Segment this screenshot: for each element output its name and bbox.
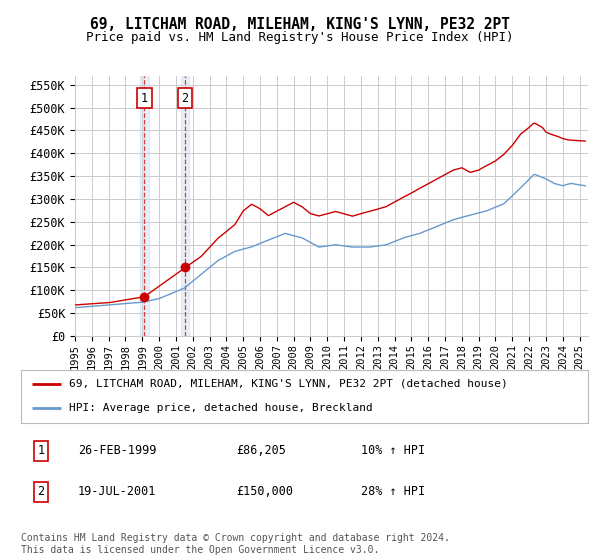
Text: 69, LITCHAM ROAD, MILEHAM, KING'S LYNN, PE32 2PT: 69, LITCHAM ROAD, MILEHAM, KING'S LYNN, … [90,17,510,32]
Text: £150,000: £150,000 [236,486,293,498]
Text: Price paid vs. HM Land Registry's House Price Index (HPI): Price paid vs. HM Land Registry's House … [86,31,514,44]
Text: 1: 1 [37,444,44,458]
Text: 1: 1 [141,92,148,105]
Text: 69, LITCHAM ROAD, MILEHAM, KING'S LYNN, PE32 2PT (detached house): 69, LITCHAM ROAD, MILEHAM, KING'S LYNN, … [69,379,508,389]
Text: HPI: Average price, detached house, Breckland: HPI: Average price, detached house, Brec… [69,403,373,413]
Text: 2: 2 [37,486,44,498]
Text: 26-FEB-1999: 26-FEB-1999 [78,444,156,458]
Text: £86,205: £86,205 [236,444,286,458]
Text: 10% ↑ HPI: 10% ↑ HPI [361,444,425,458]
Text: 28% ↑ HPI: 28% ↑ HPI [361,486,425,498]
Bar [181,76,189,336]
Text: 19-JUL-2001: 19-JUL-2001 [78,486,156,498]
Bar [140,76,149,336]
Text: 2: 2 [181,92,188,105]
Text: Contains HM Land Registry data © Crown copyright and database right 2024.
This d: Contains HM Land Registry data © Crown c… [21,533,450,555]
